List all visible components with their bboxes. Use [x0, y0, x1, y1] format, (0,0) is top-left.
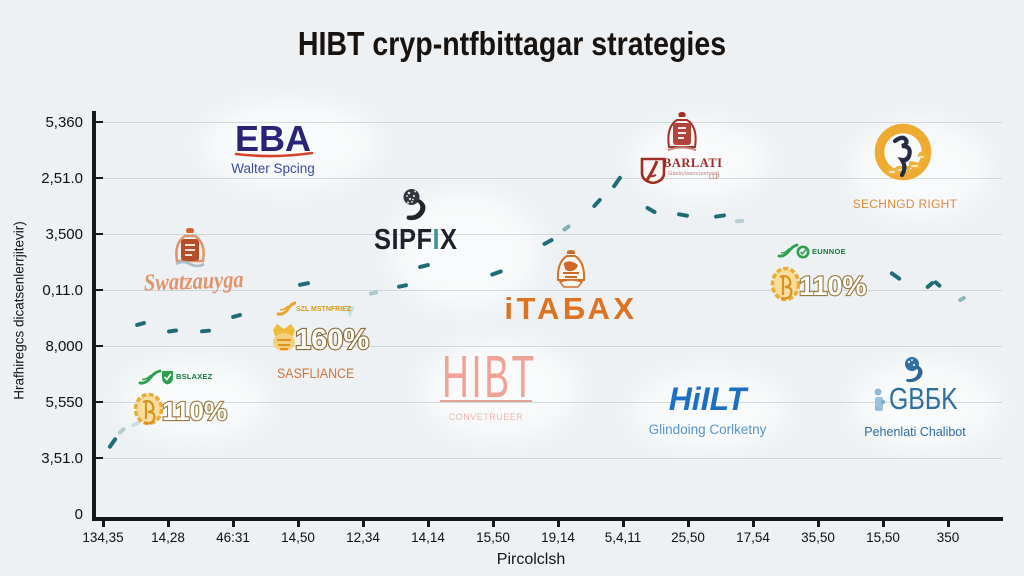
svg-text:110%: 110% — [799, 271, 867, 301]
svg-text:110%: 110% — [162, 396, 227, 426]
svg-text:160%: 160% — [295, 324, 369, 356]
